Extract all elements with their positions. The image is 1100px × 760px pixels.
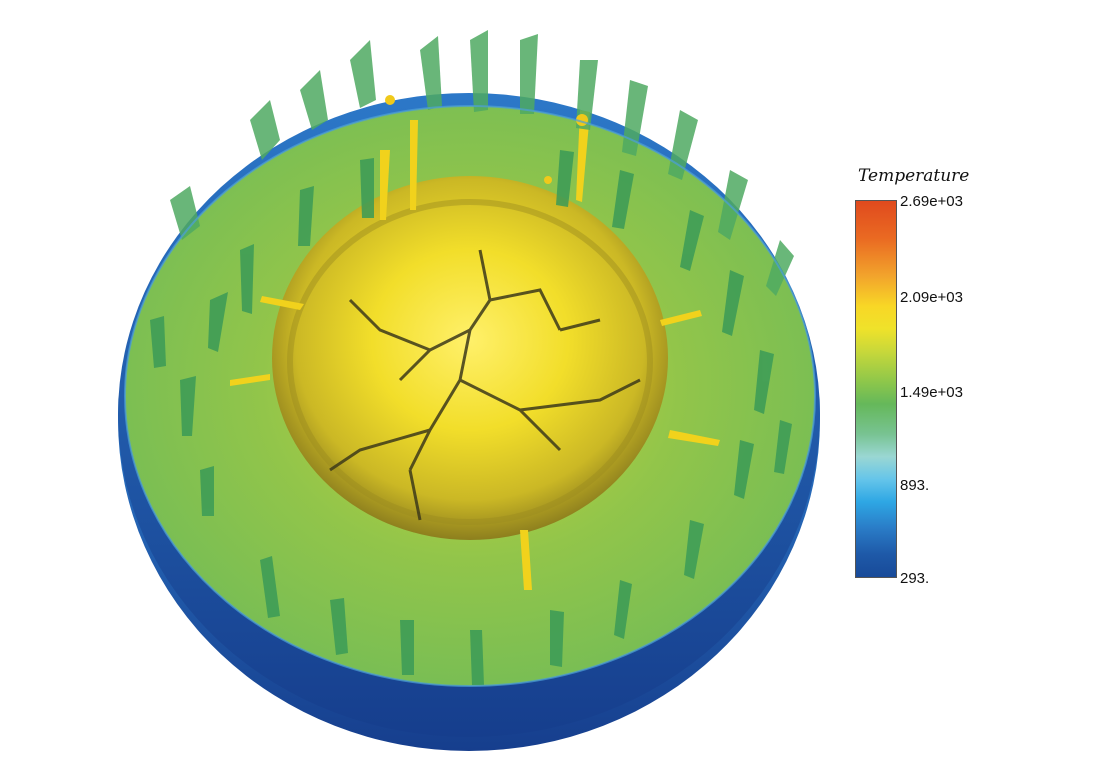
legend-tick-3: 1.49e+03 xyxy=(900,384,963,401)
legend-tick-min: 293. xyxy=(900,570,930,587)
core-inner-shadow xyxy=(287,199,653,525)
mantle-plumes xyxy=(150,150,792,685)
mantle-convection-render xyxy=(118,20,820,751)
legend-title: Temperature xyxy=(858,166,970,186)
legend-tick-max: 2.69e+03 xyxy=(900,193,963,210)
legend-tick-4: 893. xyxy=(900,477,930,494)
core-cracks xyxy=(329,249,641,521)
legend-tick-2: 2.09e+03 xyxy=(900,289,963,306)
hot-blobs xyxy=(385,95,588,184)
open-top-region xyxy=(140,20,800,230)
core-sphere xyxy=(272,176,668,540)
temperature-colorbar xyxy=(855,200,897,578)
simulation-view xyxy=(118,20,820,751)
hot-spikes xyxy=(230,110,720,590)
temperature-legend: Temperature 2.69e+03 2.09e+03 1.49e+03 8… xyxy=(820,160,1020,600)
mantle-rim xyxy=(124,105,816,687)
